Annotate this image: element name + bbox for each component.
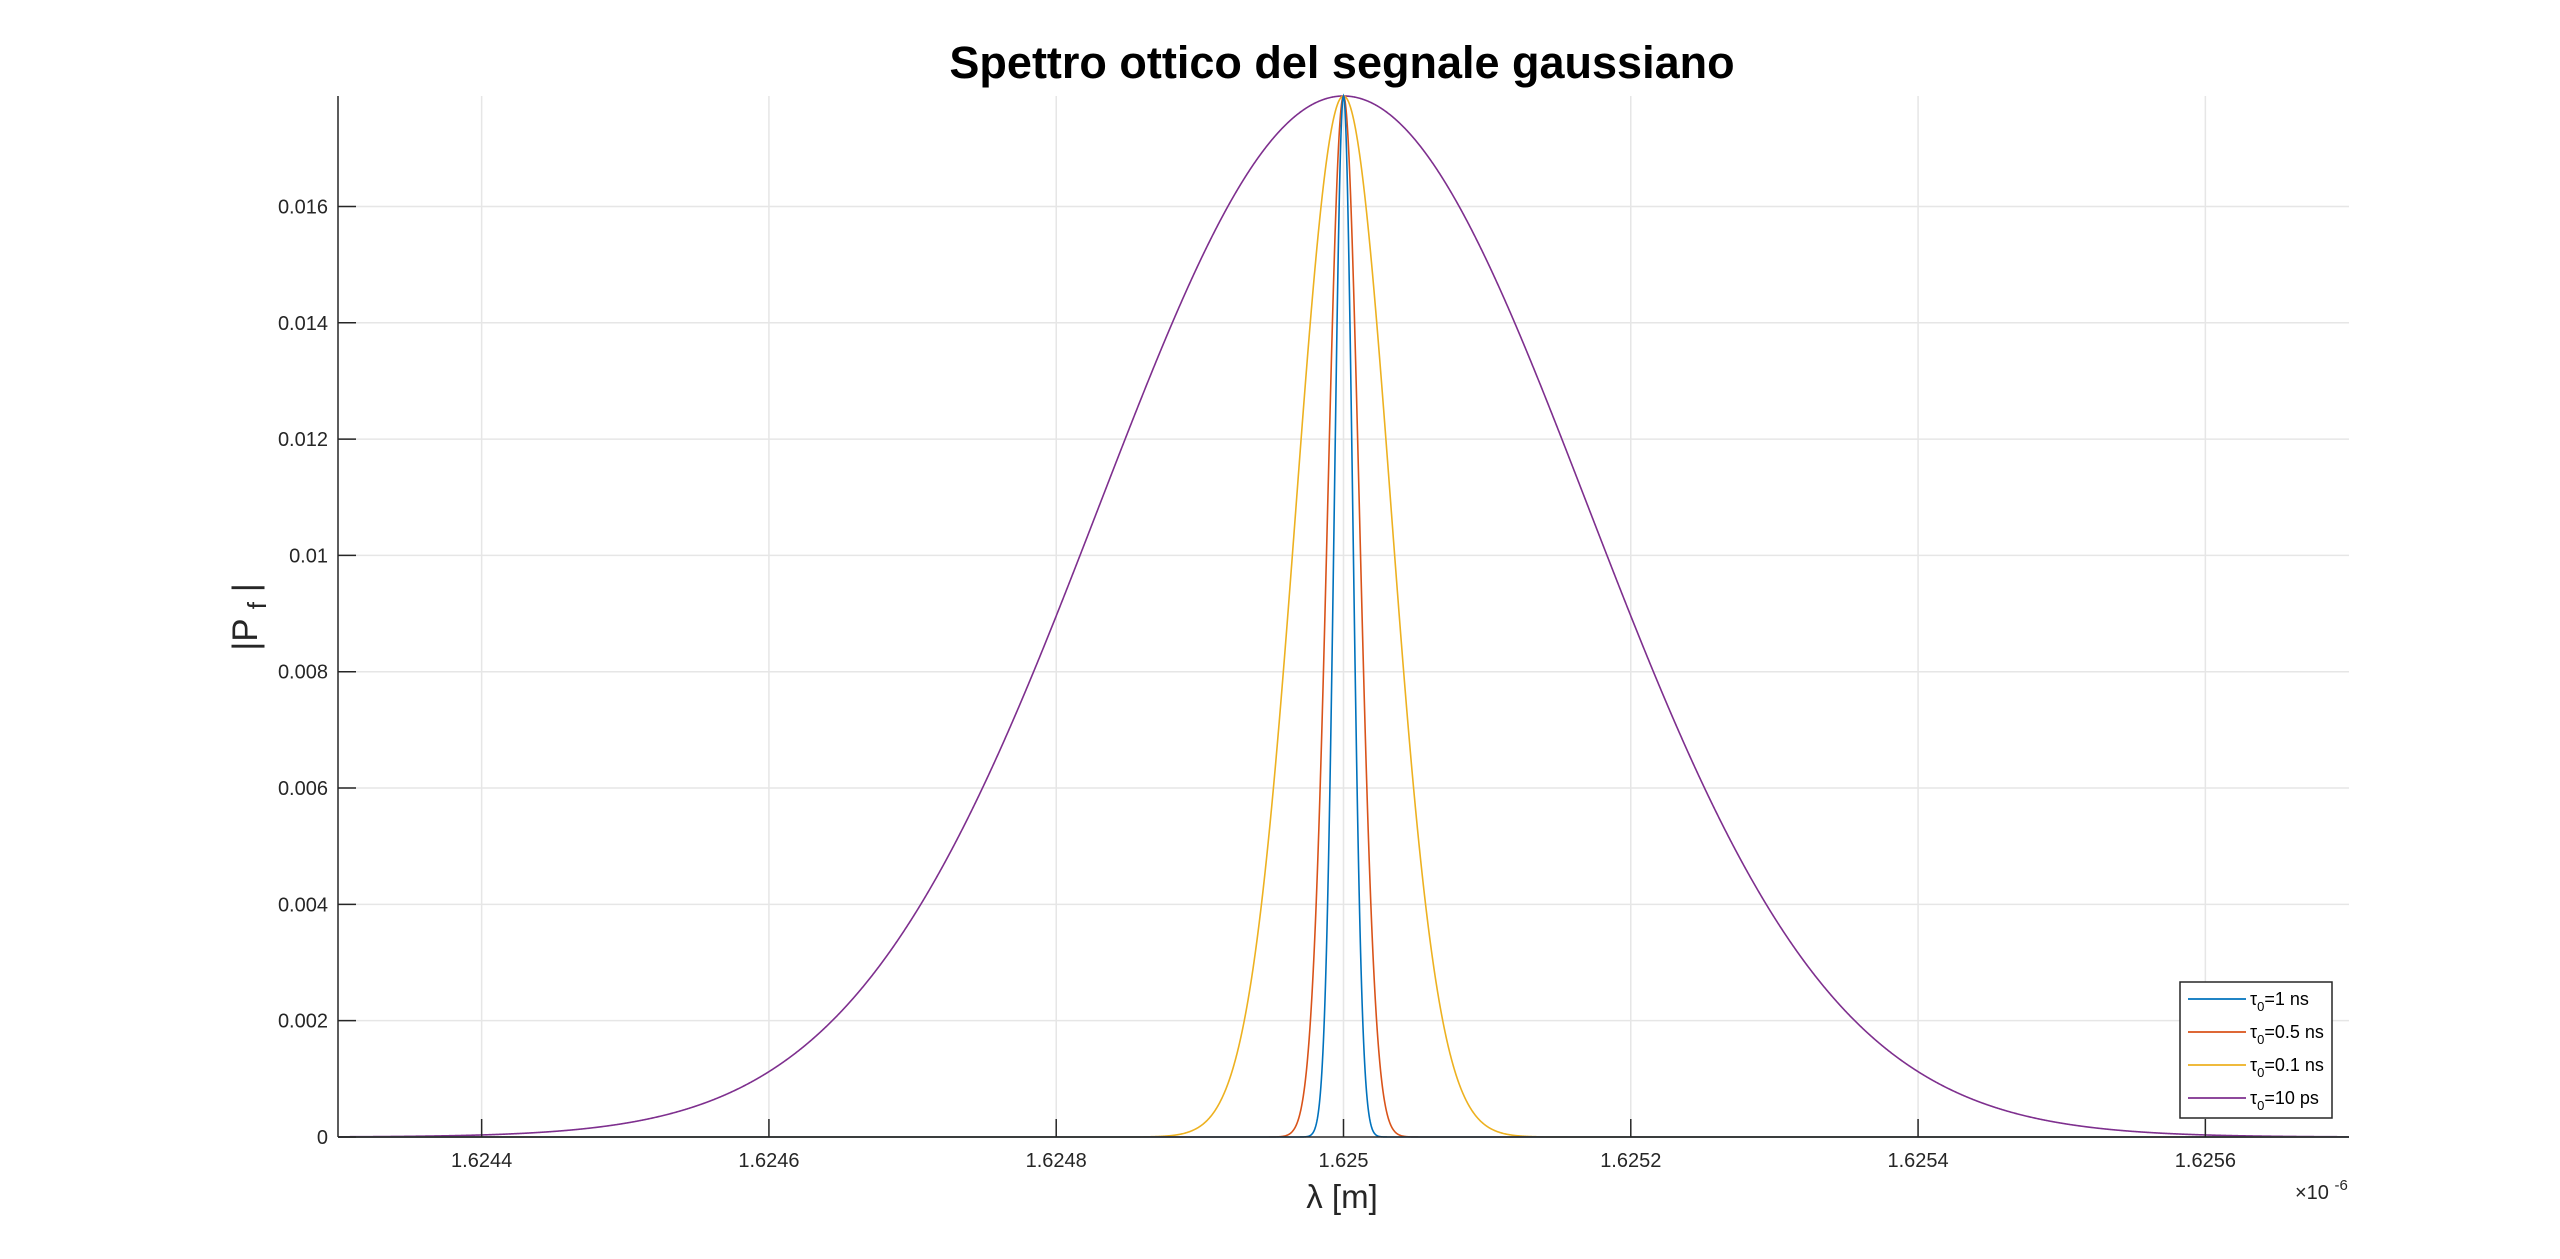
legend-entry-tau: τ <box>2250 1088 2257 1108</box>
legend-entry: τ0=10 ps <box>2250 1088 2319 1113</box>
legend-entry-sub: 0 <box>2257 1032 2264 1047</box>
x-tick-labels: 1.6244 1.6246 1.6248 1.625 1.6252 1.6254 1.625… <box>451 1150 2236 1172</box>
x-tick-label: 1.6244 <box>451 1150 512 1172</box>
chart-title: Spettro ottico del segnale gaussiano <box>949 37 1734 88</box>
y-tick-label: 0.016 <box>278 196 328 218</box>
x-axis-label: λ [m] <box>1306 1178 1378 1215</box>
x-tick-label: 1.6246 <box>738 1150 799 1172</box>
grid <box>338 96 2349 1137</box>
legend-entry: τ0=1 ns <box>2250 989 2309 1014</box>
legend-entry-sub: 0 <box>2257 1098 2264 1113</box>
x-tick-label: 1.6252 <box>1600 1150 1661 1172</box>
legend-entry-text: =10 ps <box>2264 1088 2319 1108</box>
x-exponent-base: ×10 <box>2295 1182 2329 1204</box>
x-tick-label: 1.6256 <box>2175 1150 2236 1172</box>
x-tick-label: 1.6248 <box>1026 1150 1087 1172</box>
x-tick-label: 1.625 <box>1318 1150 1368 1172</box>
legend-entry: τ0=0.1 ns <box>2250 1055 2324 1080</box>
y-tick-label: 0.012 <box>278 429 328 451</box>
y-tick-label: 0.008 <box>278 662 328 684</box>
axes <box>337 96 2349 1138</box>
y-axis-label-sub: f <box>242 601 272 609</box>
legend-entry-tau: τ <box>2250 1022 2257 1042</box>
y-axis-label: |P f | <box>226 583 274 651</box>
legend-entry-sub: 0 <box>2257 999 2264 1014</box>
legend-entry: τ0=0.5 ns <box>2250 1022 2324 1047</box>
legend-entry-text: =0.5 ns <box>2264 1022 2324 1042</box>
x-exponent: ×10 -6 <box>2295 1177 2348 1204</box>
y-tick-label: 0.002 <box>278 1011 328 1033</box>
legend-entry-tau: τ <box>2250 1055 2257 1075</box>
legend-entry-tau: τ <box>2250 989 2257 1009</box>
y-tick-label: 0.01 <box>289 545 328 567</box>
x-tick-label: 1.6254 <box>1887 1150 1948 1172</box>
x-exponent-power: -6 <box>2335 1177 2348 1194</box>
y-axis-label-close: | <box>226 583 265 592</box>
y-tick-label: 0 <box>317 1127 328 1149</box>
legend-box <box>2179 981 2333 1119</box>
y-tick-label: 0.006 <box>278 778 328 800</box>
y-tick-label: 0.014 <box>278 313 328 335</box>
y-tick-label: 0.004 <box>278 894 328 916</box>
y-axis-label-main: |P <box>226 619 265 651</box>
legend-entry-text: =1 ns <box>2264 989 2309 1009</box>
legend-entry-text: =0.1 ns <box>2264 1055 2324 1075</box>
legend-entry-sub: 0 <box>2257 1065 2264 1080</box>
y-tick-labels: 0 0.002 0.004 0.006 0.008 0.01 0.012 0.014 0.016 <box>278 196 328 1149</box>
